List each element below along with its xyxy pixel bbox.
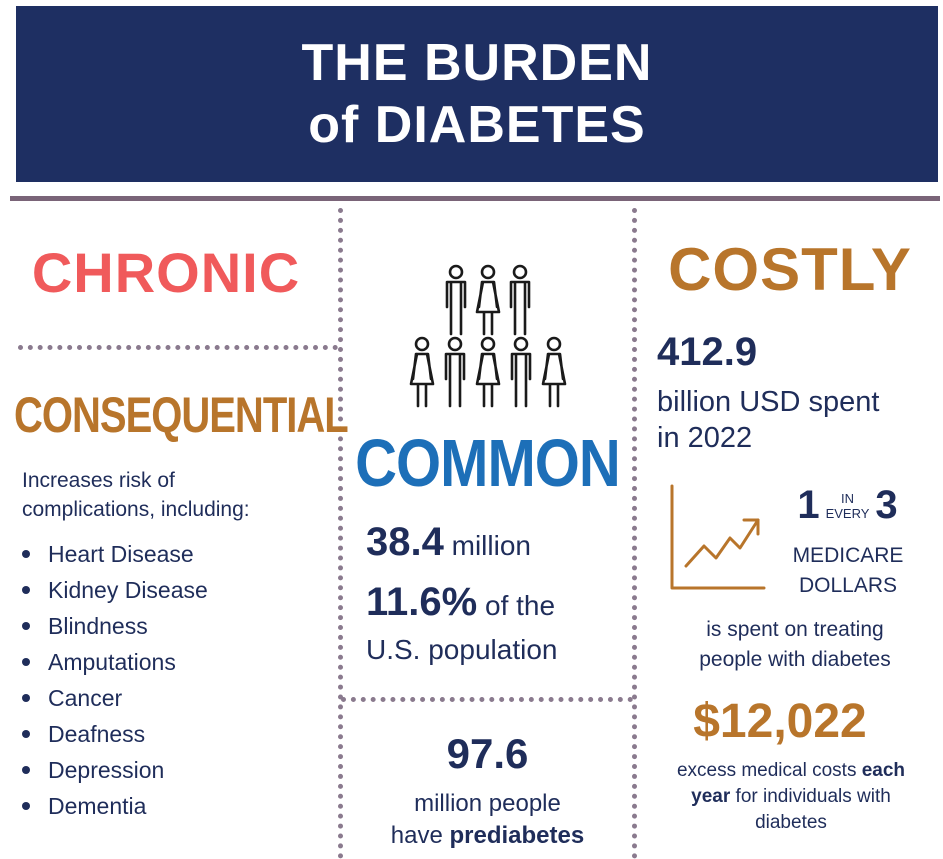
prediabetes-divider (341, 697, 633, 702)
prediabetes-label: million people have prediabetes (345, 788, 630, 852)
title-line-2: of DIABETES (308, 96, 646, 154)
ratio-number-1: 1 (797, 483, 820, 527)
spend-line-2: in 2022 (657, 422, 753, 454)
diabetes-count-value: 38.4 (366, 520, 444, 564)
population-percent-value: 11.6% (366, 580, 478, 624)
treatment-line-2: people with diabetes (699, 648, 891, 671)
list-item: Amputations (22, 644, 208, 680)
medicare-dollars-label: MEDICARE DOLLARS (778, 541, 918, 601)
chronic-heading: CHRONIC (31, 241, 301, 304)
excess-cost-label: excess medical costs each year for indiv… (650, 758, 932, 836)
spend-value: 412.9 (657, 330, 758, 374)
bullet-icon (22, 550, 30, 558)
population-percent-line-2: U.S. population (366, 634, 558, 665)
prediabetes-bold: prediabetes (449, 822, 585, 849)
common-heading: COMMON (355, 426, 621, 501)
bullet-icon (22, 586, 30, 594)
diabetes-count: 38.4 million (366, 520, 531, 565)
list-item-label: Heart Disease (48, 541, 194, 567)
prediabetes-line-1: million people (414, 790, 561, 817)
bullet-icon (22, 658, 30, 666)
ratio-number-2: 3 (875, 483, 898, 527)
population-percent: 11.6% of the U.S. population (366, 580, 557, 672)
medicare-line-1: MEDICARE (792, 544, 904, 567)
excess-post: for individuals with (730, 786, 891, 807)
bullet-icon (22, 766, 30, 774)
risk-intro-line-1: Increases risk of (22, 469, 175, 492)
list-item: Blindness (22, 608, 208, 644)
bullet-icon (22, 802, 30, 810)
bullet-icon (22, 694, 30, 702)
excess-cost-value: $12,022 (693, 695, 867, 748)
chronic-divider (18, 345, 338, 350)
population-percent-suffix: of the (485, 590, 556, 621)
risk-intro: Increases risk of complications, includi… (22, 466, 322, 524)
consequential-heading: CONSEQUENTIAL (14, 388, 349, 443)
ratio-in: IN (841, 490, 854, 506)
list-item: Dementia (22, 788, 208, 824)
spend-line-1: billion USD spent (657, 386, 880, 418)
list-item-label: Kidney Disease (48, 577, 208, 603)
list-item-label: Dementia (48, 793, 147, 819)
excess-bold-each: each (861, 760, 906, 781)
people-group-icon (409, 264, 567, 408)
prediabetes-value: 97.6 (446, 730, 529, 777)
diabetes-count-unit: million (451, 530, 531, 561)
header-divider (10, 196, 940, 201)
medicare-ratio: 1 IN EVERY 3 (780, 483, 915, 528)
bullet-icon (22, 622, 30, 630)
excess-line-3: diabetes (755, 812, 827, 833)
risk-intro-line-2: complications, including: (22, 498, 250, 521)
trend-up-chart-icon (670, 484, 766, 590)
column-divider-left (338, 208, 343, 859)
bullet-icon (22, 730, 30, 738)
list-item-label: Amputations (48, 649, 176, 675)
excess-pre: excess medical costs (676, 760, 862, 781)
list-item: Kidney Disease (22, 572, 208, 608)
list-item-label: Blindness (48, 613, 148, 639)
costly-heading: COSTLY (668, 236, 912, 303)
title-line-1: THE BURDEN (301, 34, 653, 92)
title-banner: THE BURDEN of DIABETES (16, 6, 938, 182)
list-item-label: Depression (48, 757, 165, 783)
complications-list: Heart Disease Kidney Disease Blindness A… (22, 536, 208, 824)
ratio-connector: IN EVERY (826, 491, 870, 521)
treatment-label: is spent on treating people with diabete… (655, 615, 935, 675)
spend-label: billion USD spent in 2022 (657, 384, 937, 456)
list-item: Heart Disease (22, 536, 208, 572)
column-divider-right (632, 208, 637, 859)
ratio-every: EVERY (825, 505, 870, 521)
list-item-label: Deafness (48, 721, 146, 747)
prediabetes-have: have (390, 822, 443, 849)
list-item: Deafness (22, 716, 208, 752)
medicare-line-2: DOLLARS (798, 574, 898, 597)
treatment-line-1: is spent on treating (706, 618, 884, 641)
list-item-label: Cancer (48, 685, 123, 711)
excess-bold-year: year (691, 786, 731, 807)
list-item: Depression (22, 752, 208, 788)
list-item: Cancer (22, 680, 208, 716)
